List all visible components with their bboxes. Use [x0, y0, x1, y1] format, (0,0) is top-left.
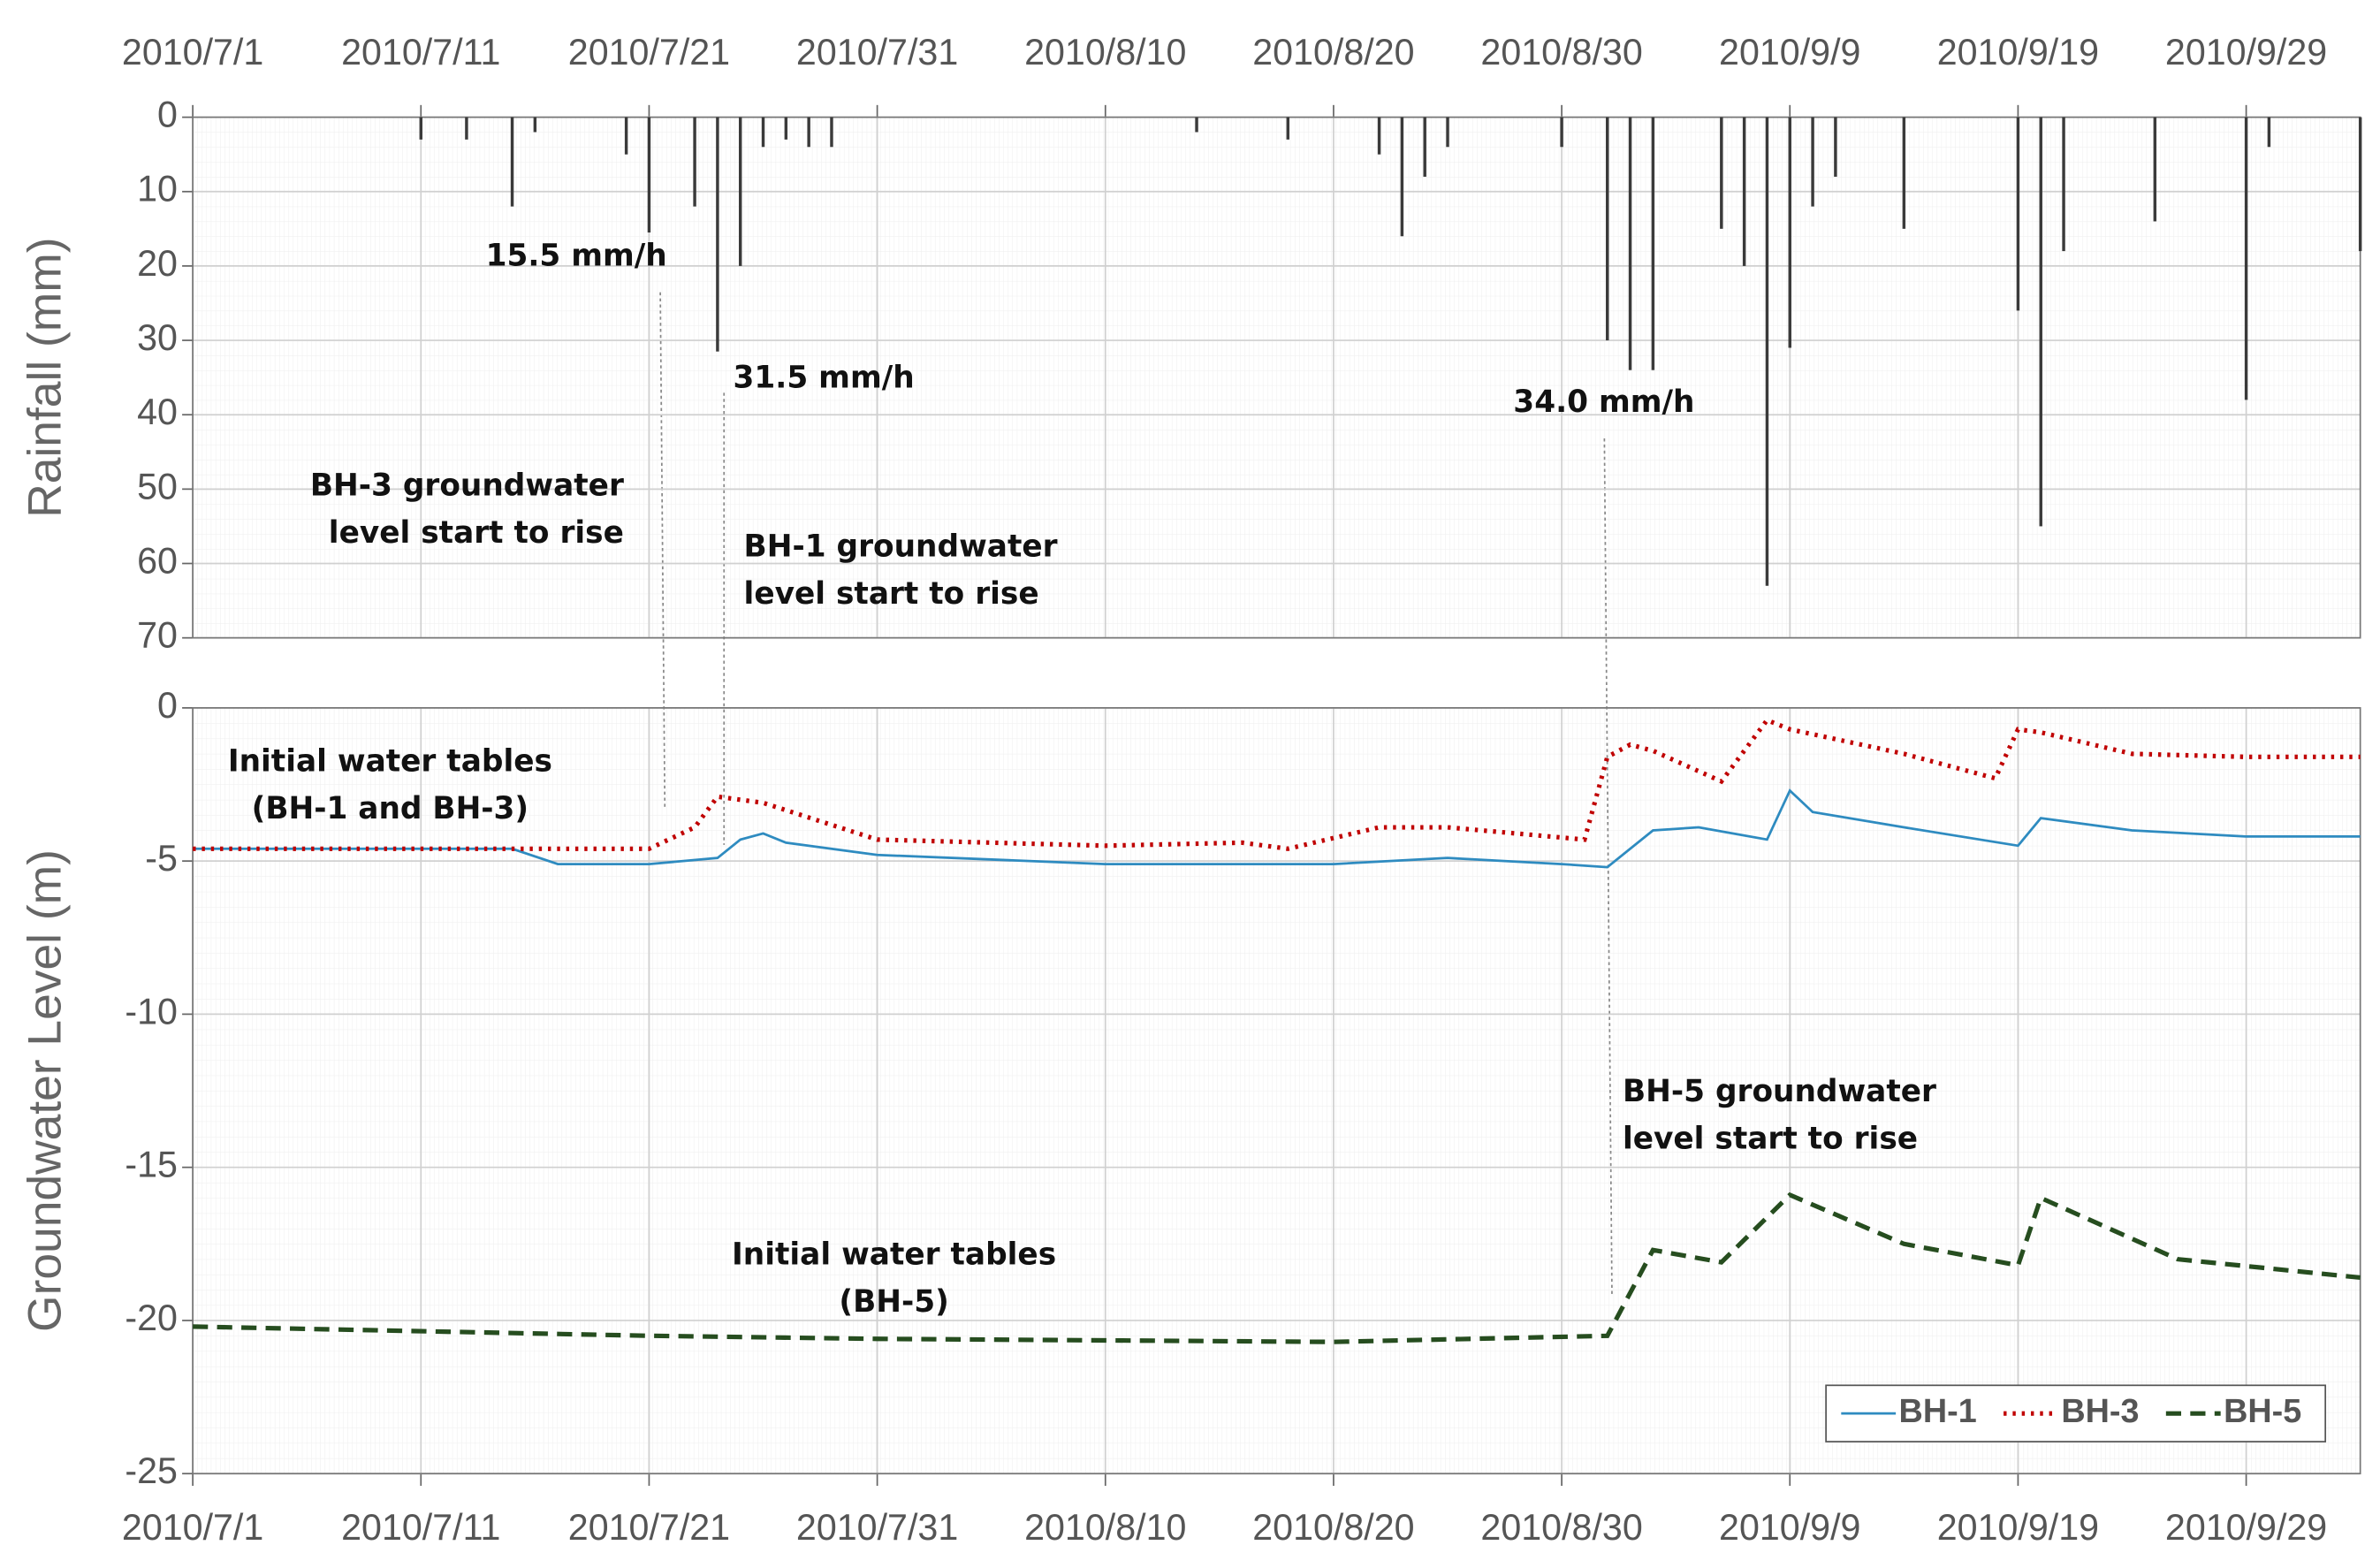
legend-label: BH-3: [2061, 1393, 2139, 1430]
annotation: level start to rise: [329, 515, 624, 551]
y-tick-label: -20: [125, 1298, 178, 1338]
rain-bar: [738, 117, 742, 266]
annotation: 31.5 mm/h: [734, 360, 915, 395]
line-bh-1: [193, 788, 2361, 869]
plot-frame: [192, 707, 2361, 1475]
rain-bar: [784, 117, 788, 140]
legend-box: [1825, 1384, 2327, 1442]
rain-bar: [624, 117, 628, 155]
rain-bar: [2244, 117, 2248, 400]
rain-bar: [1742, 117, 1746, 266]
x-tick-label: 2010/9/9: [1719, 32, 1860, 72]
rain-bar: [1400, 117, 1404, 237]
y-tick-label: -5: [145, 838, 178, 879]
rain-bar: [1834, 117, 1837, 177]
rain-bar: [1377, 117, 1381, 155]
annotation: BH-3 groundwater: [310, 468, 624, 504]
x-tick-label: 2010/8/10: [1024, 1507, 1186, 1548]
rain-bar: [465, 117, 468, 140]
x-tick-label: 2010/9/19: [1937, 1507, 2099, 1548]
rain-bar: [1788, 117, 1791, 348]
x-tick-label: 2010/7/11: [341, 1507, 500, 1548]
x-tick-label: 2010/7/1: [122, 32, 263, 72]
x-tick-label: 2010/8/30: [1480, 1507, 1642, 1548]
rain-bar: [1902, 117, 1906, 229]
line-bh-5: [193, 1191, 2361, 1344]
rain-bar: [1423, 117, 1426, 177]
y-tick-label: 10: [137, 169, 178, 209]
rain-bar: [1446, 117, 1449, 148]
x-tick-label: 2010/7/31: [796, 32, 958, 72]
x-tick-label: 2010/9/29: [2165, 1507, 2327, 1548]
annotation: (BH-1 and BH-3): [252, 791, 529, 826]
y-tick-label: 40: [137, 392, 178, 432]
annotation: BH-5 groundwater: [1623, 1074, 1936, 1109]
x-tick-label: 2010/8/20: [1252, 32, 1414, 72]
rain-bar: [830, 117, 833, 148]
annotation: BH-1 groundwater: [744, 529, 1058, 565]
rain-bar: [2153, 117, 2157, 222]
annotation: Initial water tables: [228, 743, 552, 779]
rain-bar: [2062, 117, 2065, 252]
y-tick-label: 20: [137, 243, 178, 284]
rain-bar: [647, 117, 651, 233]
x-tick-label: 2010/7/21: [568, 32, 730, 72]
y-tick-label: 0: [157, 685, 178, 726]
rain-bar: [761, 117, 765, 148]
x-tick-label: 2010/8/10: [1024, 32, 1186, 72]
rain-bar: [2358, 117, 2362, 252]
annotation: 34.0 mm/h: [1513, 384, 1694, 420]
rain-bar: [807, 117, 810, 148]
x-tick-label: 2010/7/21: [568, 1507, 730, 1548]
rain-bar: [533, 117, 537, 133]
leader-line: [659, 292, 666, 807]
rain-bar: [693, 117, 696, 207]
rain-bar: [419, 117, 423, 140]
y-tick-label: 0: [157, 94, 178, 134]
annotation: 15.5 mm/h: [486, 239, 667, 274]
rain-bar: [1720, 117, 1723, 229]
x-tick-label: 2010/9/9: [1719, 1507, 1860, 1548]
x-tick-label: 2010/8/30: [1480, 32, 1642, 72]
rain-bar: [1765, 117, 1769, 586]
rain-bar: [1560, 117, 1563, 148]
annotation: (BH-5): [839, 1284, 948, 1320]
y-axis-label: Rainfall (mm): [19, 237, 72, 517]
rain-bar: [1811, 117, 1814, 207]
y-tick-label: 50: [137, 466, 178, 506]
y-tick-label: 30: [137, 317, 178, 358]
x-tick-label: 2010/9/29: [2165, 32, 2327, 72]
rain-bar: [510, 117, 514, 207]
rain-bar: [1195, 117, 1198, 133]
rain-bar: [2016, 117, 2020, 311]
rain-bar: [1628, 117, 1632, 370]
annotation: level start to rise: [1623, 1121, 1918, 1156]
y-tick-label: 70: [137, 615, 178, 656]
rain-bar: [1651, 117, 1655, 370]
rain-bar: [2267, 117, 2271, 148]
x-tick-label: 2010/9/19: [1937, 32, 2099, 72]
y-tick-label: -15: [125, 1145, 178, 1185]
rain-bar: [716, 117, 719, 352]
x-tick-label: 2010/8/20: [1252, 1507, 1414, 1548]
legend-label: BH-1: [1899, 1393, 1977, 1430]
rain-bar: [2039, 117, 2042, 527]
y-tick-label: -25: [125, 1450, 178, 1491]
annotation: level start to rise: [744, 576, 1039, 612]
x-tick-label: 2010/7/1: [122, 1507, 263, 1548]
minor-grid: [193, 707, 2361, 1474]
rain-bar: [1606, 117, 1609, 341]
x-tick-label: 2010/7/31: [796, 1507, 958, 1548]
y-tick-label: 60: [137, 540, 178, 581]
plot-frame: [192, 116, 2361, 639]
rain-bar: [1286, 117, 1290, 140]
annotation: Initial water tables: [732, 1237, 1056, 1272]
legend-label: BH-5: [2224, 1393, 2301, 1430]
minor-grid: [193, 117, 2361, 638]
x-tick-label: 2010/7/11: [341, 32, 500, 72]
y-axis-label: Groundwater Level (m): [19, 849, 72, 1332]
y-tick-label: -10: [125, 991, 178, 1031]
